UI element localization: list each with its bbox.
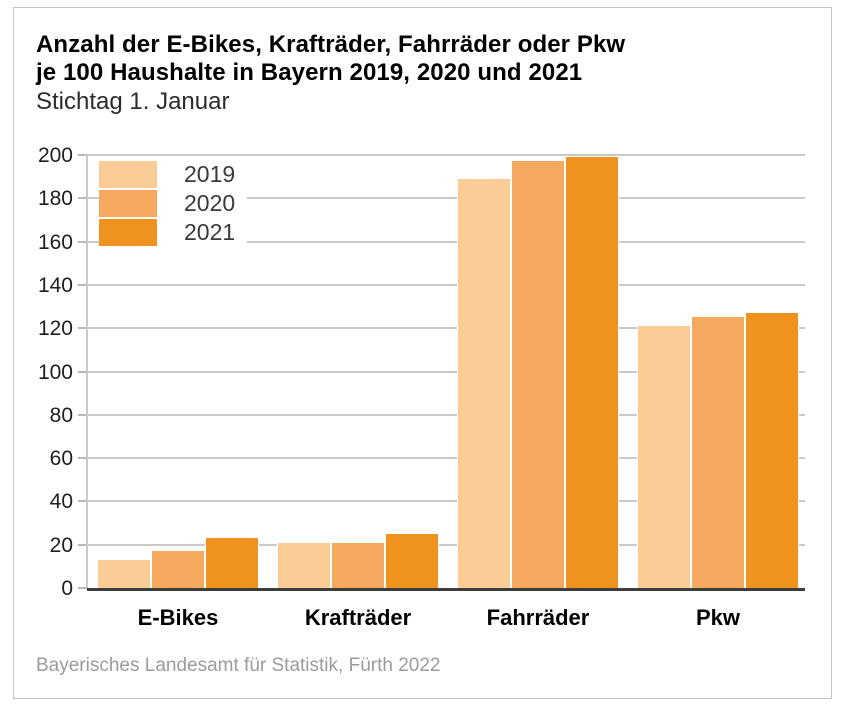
gridline xyxy=(87,154,805,156)
legend-item-2021: 2021 xyxy=(99,218,235,246)
y-axis-tick xyxy=(78,370,87,373)
legend-swatch xyxy=(99,218,157,246)
chart-title-line1: Anzahl der E-Bikes, Krafträder, Fahrräde… xyxy=(36,31,626,58)
gridline xyxy=(87,370,805,373)
category-label-Fahrräder: Fahrräder xyxy=(486,605,590,630)
source-credit: Bayerisches Landesamt für Statistik, Für… xyxy=(36,655,441,676)
legend-item-2020: 2020 xyxy=(99,189,235,217)
bar-Krafträder-2020 xyxy=(331,542,385,588)
legend-swatch xyxy=(99,189,157,217)
y-axis-tick xyxy=(78,327,87,330)
legend-item-2019: 2019 xyxy=(99,160,235,188)
gridline xyxy=(87,543,805,546)
y-tick-label: 140 xyxy=(37,273,73,297)
legend-label: 2021 xyxy=(184,219,236,245)
y-axis-tick xyxy=(78,154,87,156)
gridline xyxy=(87,283,805,286)
bar-E-Bikes-2021 xyxy=(205,538,259,588)
bar-Krafträder-2019 xyxy=(277,542,331,588)
gridline xyxy=(87,500,805,503)
y-tick-label: 160 xyxy=(37,230,73,254)
y-tick-label: 60 xyxy=(49,447,73,471)
bar-Fahrräder-2021 xyxy=(565,157,619,588)
chart-title-line2: je 100 Haushalte in Bayern 2019, 2020 un… xyxy=(36,59,583,86)
category-label-Pkw: Pkw xyxy=(695,605,741,630)
y-tick-label: 80 xyxy=(49,403,73,427)
y-axis-tick xyxy=(78,197,87,200)
bar-Pkw-2021 xyxy=(745,313,799,588)
gridline xyxy=(87,457,805,460)
y-axis-tick xyxy=(78,240,87,243)
gridline xyxy=(87,327,805,330)
category-label-E-Bikes: E-Bikes xyxy=(137,605,219,630)
chart-subtitle: Stichtag 1. Januar xyxy=(36,88,230,115)
category-label-Krafträder: Krafträder xyxy=(304,605,412,630)
bar-E-Bikes-2019 xyxy=(97,559,151,588)
bar-Pkw-2019 xyxy=(637,326,691,588)
gridline xyxy=(87,240,805,243)
y-axis-tick xyxy=(78,283,87,286)
y-axis-tick xyxy=(78,587,87,589)
legend-label: 2020 xyxy=(184,190,236,216)
y-axis-tick xyxy=(78,500,87,503)
y-tick-label: 20 xyxy=(49,533,73,557)
y-axis-tick xyxy=(78,413,87,416)
bar-Fahrräder-2020 xyxy=(511,161,565,588)
legend: 2019 2020 2021 xyxy=(99,160,248,247)
bar-E-Bikes-2020 xyxy=(151,551,205,588)
y-axis-tick xyxy=(78,543,87,546)
bar-Krafträder-2021 xyxy=(385,533,439,588)
gridline xyxy=(87,413,805,416)
bar-Pkw-2020 xyxy=(691,317,745,588)
y-axis-line xyxy=(86,154,88,588)
legend-swatch xyxy=(99,160,157,188)
gridline xyxy=(87,197,805,200)
y-tick-label: 200 xyxy=(37,144,73,167)
y-tick-label: 40 xyxy=(49,490,73,514)
y-tick-label: 180 xyxy=(37,187,73,211)
y-tick-label: 120 xyxy=(37,317,73,341)
y-tick-label: 100 xyxy=(37,360,73,384)
bar-Fahrräder-2019 xyxy=(457,178,511,588)
y-tick-label: 0 xyxy=(61,577,73,600)
x-axis-baseline xyxy=(87,588,805,591)
y-axis-tick xyxy=(78,457,87,460)
legend-label: 2019 xyxy=(184,161,236,187)
